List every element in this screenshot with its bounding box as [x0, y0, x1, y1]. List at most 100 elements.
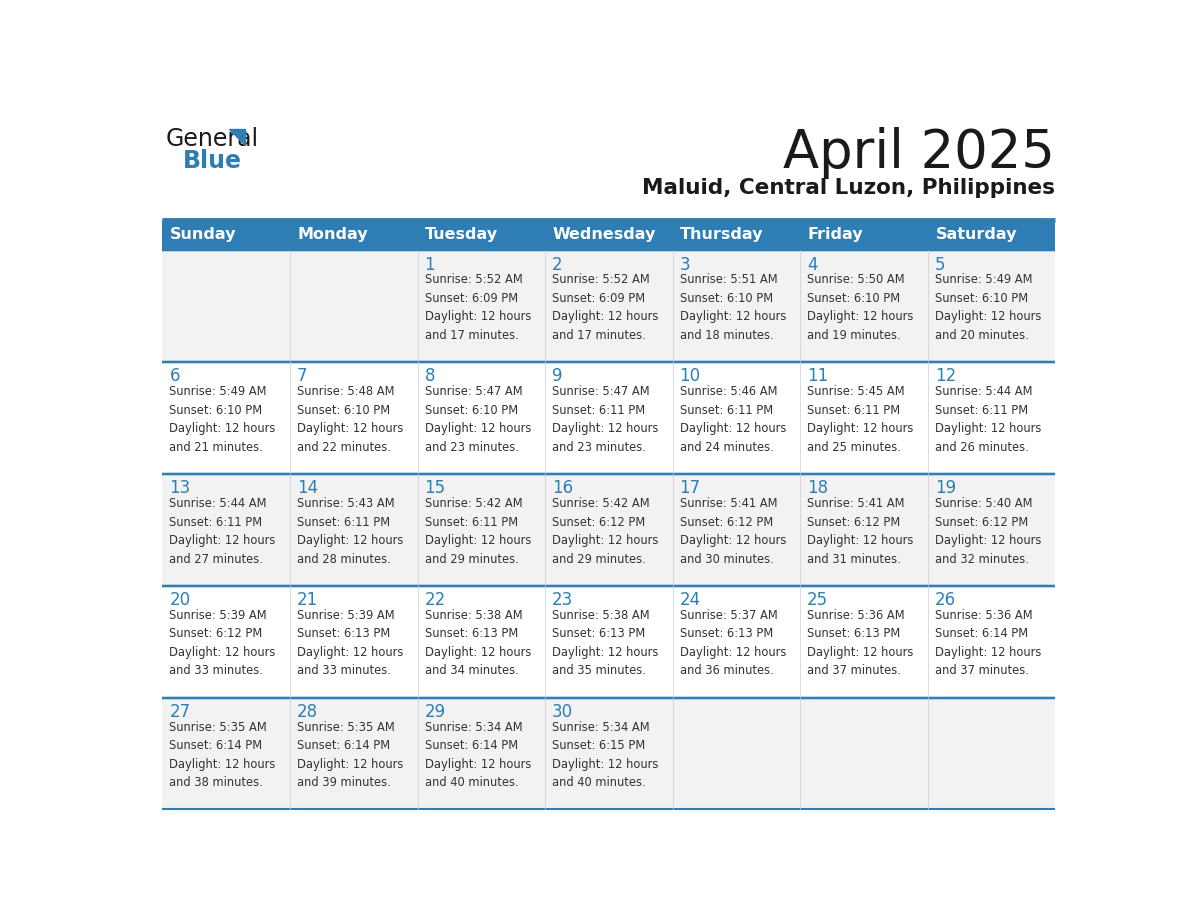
- Text: 29: 29: [424, 703, 446, 721]
- Text: 9: 9: [552, 367, 563, 386]
- Text: Sunrise: 5:38 AM
Sunset: 6:13 PM
Daylight: 12 hours
and 34 minutes.: Sunrise: 5:38 AM Sunset: 6:13 PM Dayligh…: [424, 609, 531, 677]
- Bar: [545, 586, 672, 698]
- Text: 25: 25: [807, 591, 828, 610]
- Text: 17: 17: [680, 479, 701, 498]
- Text: Sunrise: 5:35 AM
Sunset: 6:14 PM
Daylight: 12 hours
and 39 minutes.: Sunrise: 5:35 AM Sunset: 6:14 PM Dayligh…: [297, 721, 404, 789]
- Bar: [163, 251, 290, 362]
- Bar: [928, 698, 1055, 810]
- Text: Sunrise: 5:36 AM
Sunset: 6:14 PM
Daylight: 12 hours
and 37 minutes.: Sunrise: 5:36 AM Sunset: 6:14 PM Dayligh…: [935, 609, 1041, 677]
- Text: 21: 21: [297, 591, 318, 610]
- Text: Sunrise: 5:39 AM
Sunset: 6:13 PM
Daylight: 12 hours
and 33 minutes.: Sunrise: 5:39 AM Sunset: 6:13 PM Dayligh…: [297, 609, 404, 677]
- Text: Sunrise: 5:34 AM
Sunset: 6:15 PM
Daylight: 12 hours
and 40 minutes.: Sunrise: 5:34 AM Sunset: 6:15 PM Dayligh…: [552, 721, 658, 789]
- Bar: [417, 251, 545, 362]
- Text: Sunday: Sunday: [170, 228, 236, 242]
- Text: 6: 6: [170, 367, 179, 386]
- Bar: [928, 586, 1055, 698]
- Text: Sunrise: 5:45 AM
Sunset: 6:11 PM
Daylight: 12 hours
and 25 minutes.: Sunrise: 5:45 AM Sunset: 6:11 PM Dayligh…: [807, 386, 914, 453]
- Bar: [672, 586, 801, 698]
- Text: April 2025: April 2025: [783, 127, 1055, 179]
- Bar: [290, 586, 417, 698]
- Bar: [163, 474, 290, 586]
- Text: 15: 15: [424, 479, 446, 498]
- Text: Sunrise: 5:50 AM
Sunset: 6:10 PM
Daylight: 12 hours
and 19 minutes.: Sunrise: 5:50 AM Sunset: 6:10 PM Dayligh…: [807, 274, 914, 341]
- Bar: [801, 474, 928, 586]
- Text: Sunrise: 5:46 AM
Sunset: 6:11 PM
Daylight: 12 hours
and 24 minutes.: Sunrise: 5:46 AM Sunset: 6:11 PM Dayligh…: [680, 386, 786, 453]
- Bar: [672, 698, 801, 810]
- Text: Sunrise: 5:41 AM
Sunset: 6:12 PM
Daylight: 12 hours
and 31 minutes.: Sunrise: 5:41 AM Sunset: 6:12 PM Dayligh…: [807, 497, 914, 565]
- Bar: [672, 474, 801, 586]
- Text: Sunrise: 5:51 AM
Sunset: 6:10 PM
Daylight: 12 hours
and 18 minutes.: Sunrise: 5:51 AM Sunset: 6:10 PM Dayligh…: [680, 274, 786, 341]
- Bar: [545, 474, 672, 586]
- Bar: [417, 586, 545, 698]
- Bar: [290, 474, 417, 586]
- Bar: [545, 362, 672, 474]
- Bar: [290, 698, 417, 810]
- Text: Sunrise: 5:43 AM
Sunset: 6:11 PM
Daylight: 12 hours
and 28 minutes.: Sunrise: 5:43 AM Sunset: 6:11 PM Dayligh…: [297, 497, 404, 565]
- Text: Tuesday: Tuesday: [425, 228, 499, 242]
- Text: Sunrise: 5:47 AM
Sunset: 6:10 PM
Daylight: 12 hours
and 23 minutes.: Sunrise: 5:47 AM Sunset: 6:10 PM Dayligh…: [424, 386, 531, 453]
- Text: 3: 3: [680, 256, 690, 274]
- Text: Thursday: Thursday: [681, 228, 764, 242]
- Bar: [801, 698, 928, 810]
- Text: Sunrise: 5:49 AM
Sunset: 6:10 PM
Daylight: 12 hours
and 20 minutes.: Sunrise: 5:49 AM Sunset: 6:10 PM Dayligh…: [935, 274, 1041, 341]
- Text: 4: 4: [807, 256, 817, 274]
- Text: Sunrise: 5:47 AM
Sunset: 6:11 PM
Daylight: 12 hours
and 23 minutes.: Sunrise: 5:47 AM Sunset: 6:11 PM Dayligh…: [552, 386, 658, 453]
- Bar: [163, 698, 290, 810]
- Bar: [545, 251, 672, 362]
- Bar: [801, 362, 928, 474]
- Text: 19: 19: [935, 479, 956, 498]
- Text: 20: 20: [170, 591, 190, 610]
- Text: 27: 27: [170, 703, 190, 721]
- Text: Sunrise: 5:49 AM
Sunset: 6:10 PM
Daylight: 12 hours
and 21 minutes.: Sunrise: 5:49 AM Sunset: 6:10 PM Dayligh…: [170, 386, 276, 453]
- Bar: [928, 474, 1055, 586]
- Text: General: General: [165, 127, 259, 151]
- Text: 5: 5: [935, 256, 946, 274]
- Text: Sunrise: 5:39 AM
Sunset: 6:12 PM
Daylight: 12 hours
and 33 minutes.: Sunrise: 5:39 AM Sunset: 6:12 PM Dayligh…: [170, 609, 276, 677]
- Text: Sunrise: 5:40 AM
Sunset: 6:12 PM
Daylight: 12 hours
and 32 minutes.: Sunrise: 5:40 AM Sunset: 6:12 PM Dayligh…: [935, 497, 1041, 565]
- Text: Maluid, Central Luzon, Philippines: Maluid, Central Luzon, Philippines: [643, 178, 1055, 198]
- Text: Saturday: Saturday: [935, 228, 1017, 242]
- Text: 11: 11: [807, 367, 828, 386]
- Text: Sunrise: 5:34 AM
Sunset: 6:14 PM
Daylight: 12 hours
and 40 minutes.: Sunrise: 5:34 AM Sunset: 6:14 PM Dayligh…: [424, 721, 531, 789]
- Bar: [928, 251, 1055, 362]
- Text: 30: 30: [552, 703, 573, 721]
- Text: Sunrise: 5:44 AM
Sunset: 6:11 PM
Daylight: 12 hours
and 27 minutes.: Sunrise: 5:44 AM Sunset: 6:11 PM Dayligh…: [170, 497, 276, 565]
- Bar: [417, 698, 545, 810]
- Text: 2: 2: [552, 256, 563, 274]
- Text: 24: 24: [680, 591, 701, 610]
- Text: Sunrise: 5:41 AM
Sunset: 6:12 PM
Daylight: 12 hours
and 30 minutes.: Sunrise: 5:41 AM Sunset: 6:12 PM Dayligh…: [680, 497, 786, 565]
- Bar: [801, 586, 928, 698]
- Bar: [163, 586, 290, 698]
- Text: 18: 18: [807, 479, 828, 498]
- Text: 1: 1: [424, 256, 435, 274]
- Text: 13: 13: [170, 479, 191, 498]
- Text: 10: 10: [680, 367, 701, 386]
- Text: Sunrise: 5:37 AM
Sunset: 6:13 PM
Daylight: 12 hours
and 36 minutes.: Sunrise: 5:37 AM Sunset: 6:13 PM Dayligh…: [680, 609, 786, 677]
- Bar: [801, 251, 928, 362]
- Text: Friday: Friday: [808, 228, 864, 242]
- Text: Monday: Monday: [298, 228, 368, 242]
- Polygon shape: [229, 129, 246, 145]
- Text: Sunrise: 5:52 AM
Sunset: 6:09 PM
Daylight: 12 hours
and 17 minutes.: Sunrise: 5:52 AM Sunset: 6:09 PM Dayligh…: [552, 274, 658, 341]
- Text: 22: 22: [424, 591, 446, 610]
- Bar: [163, 219, 1055, 251]
- Bar: [163, 362, 290, 474]
- Text: 28: 28: [297, 703, 318, 721]
- Bar: [928, 362, 1055, 474]
- Bar: [545, 698, 672, 810]
- Text: Sunrise: 5:42 AM
Sunset: 6:11 PM
Daylight: 12 hours
and 29 minutes.: Sunrise: 5:42 AM Sunset: 6:11 PM Dayligh…: [424, 497, 531, 565]
- Text: Sunrise: 5:42 AM
Sunset: 6:12 PM
Daylight: 12 hours
and 29 minutes.: Sunrise: 5:42 AM Sunset: 6:12 PM Dayligh…: [552, 497, 658, 565]
- Text: 26: 26: [935, 591, 956, 610]
- Text: 23: 23: [552, 591, 574, 610]
- Text: Blue: Blue: [183, 149, 241, 173]
- Text: Sunrise: 5:35 AM
Sunset: 6:14 PM
Daylight: 12 hours
and 38 minutes.: Sunrise: 5:35 AM Sunset: 6:14 PM Dayligh…: [170, 721, 276, 789]
- Text: Sunrise: 5:52 AM
Sunset: 6:09 PM
Daylight: 12 hours
and 17 minutes.: Sunrise: 5:52 AM Sunset: 6:09 PM Dayligh…: [424, 274, 531, 341]
- Text: 16: 16: [552, 479, 573, 498]
- Bar: [417, 362, 545, 474]
- Text: 8: 8: [424, 367, 435, 386]
- Text: Sunrise: 5:38 AM
Sunset: 6:13 PM
Daylight: 12 hours
and 35 minutes.: Sunrise: 5:38 AM Sunset: 6:13 PM Dayligh…: [552, 609, 658, 677]
- Text: Sunrise: 5:44 AM
Sunset: 6:11 PM
Daylight: 12 hours
and 26 minutes.: Sunrise: 5:44 AM Sunset: 6:11 PM Dayligh…: [935, 386, 1041, 453]
- Bar: [417, 474, 545, 586]
- Text: Wednesday: Wednesday: [552, 228, 656, 242]
- Bar: [672, 362, 801, 474]
